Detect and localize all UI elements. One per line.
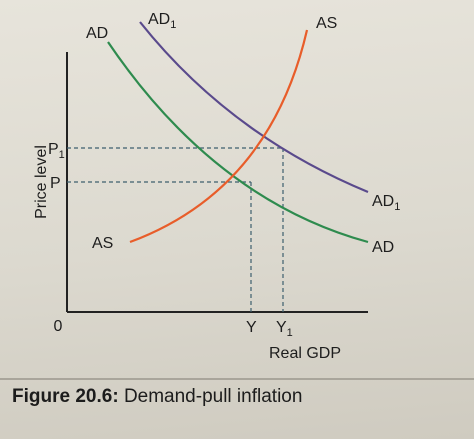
y-axis-title: Price level [33, 145, 50, 219]
figure-title: Demand-pull inflation [123, 386, 303, 407]
p-tick-label: P [50, 175, 61, 192]
as-curve [129, 29, 309, 244]
ad-top-label: AD [86, 25, 108, 42]
p1-tick-label: P1 [48, 141, 65, 161]
ad1-top-label: AD1 [148, 11, 176, 31]
origin-label: 0 [54, 318, 63, 335]
as-start-label: AS [92, 235, 113, 252]
ad-curve [107, 41, 369, 244]
ad-end-label: AD [372, 239, 394, 256]
caption-divider [0, 378, 474, 380]
y-tick-label: Y [246, 319, 257, 336]
y1-tick-label: Y1 [276, 319, 293, 339]
figure-number: Figure 20.6: [12, 386, 119, 407]
ad1-curve [139, 21, 369, 194]
as-top-label: AS [316, 15, 337, 32]
demand-pull-inflation-diagram: Price level Real GDP 0 P1 P Y Y1 AD AD1 … [33, 11, 400, 362]
ad1-end-label: AD1 [372, 193, 400, 213]
x-axis-title: Real GDP [269, 345, 341, 362]
figure-caption: Figure 20.6: Demand-pull inflation [12, 386, 302, 408]
